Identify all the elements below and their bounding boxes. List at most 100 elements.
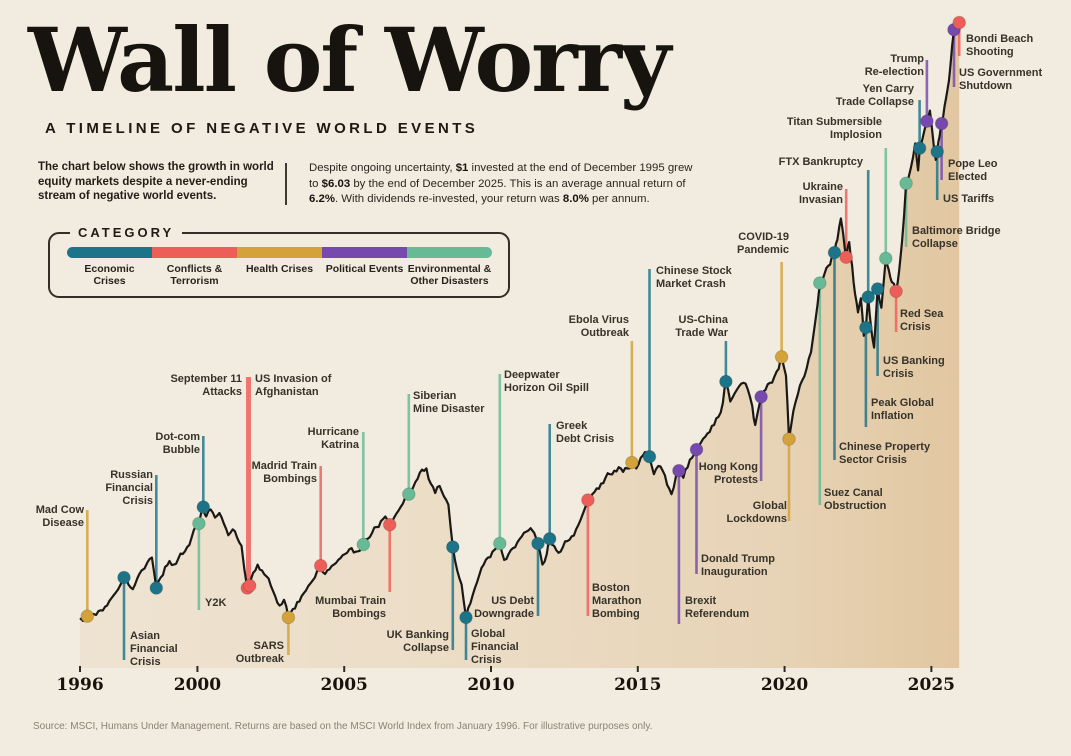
intro-right-segment: invested at the end of December 1995 gre… <box>309 162 693 190</box>
chinese-property-sector-crisis-dot <box>827 245 842 260</box>
axis-year-label-2005: 2005 <box>320 675 368 695</box>
us-banking-crisis-label: US Banking Crisis <box>883 355 945 380</box>
intro-right-segment: per annum. <box>588 193 650 205</box>
legend-swatch-health <box>237 247 322 258</box>
intro-right-segment: 8.0% <box>562 193 589 205</box>
covid-19-pandemic-dot <box>774 350 789 364</box>
intro-right-segment: $6.03 <box>321 177 351 190</box>
red-sea-crisis-label: Red Sea Crisis <box>900 308 944 333</box>
legend-labels: Economic Crises Conflicts & Terrorism Healt… <box>67 263 492 287</box>
us-china-trade-war-dot <box>719 374 733 389</box>
ebola-virus-outbreak-label: Ebola Virus Outbreak <box>568 314 629 339</box>
ebola-virus-outbreak-dot <box>625 455 639 470</box>
greek-debt-crisis-label: Greek Debt Crisis <box>556 420 615 445</box>
asian-financial-crisis-label: Asian Financial Crisis <box>130 630 178 668</box>
donald-trump-inauguration-label: Donald Trump Inauguration <box>701 553 775 578</box>
axis-year-label-2000: 2000 <box>173 675 222 695</box>
mumbai-train-bombings-dot <box>382 517 397 532</box>
page-subtitle: A TIMELINE OF NEGATIVE WORLD EVENTS <box>45 120 479 137</box>
yen-carry-trade-collapse-dot <box>912 141 927 155</box>
hurricane-katrina-label: Hurricane Katrina <box>307 426 359 451</box>
intro-right-segment: . With dividends re-invested, your retur… <box>334 193 563 205</box>
peak-global-inflation-label: Peak Global Inflation <box>871 397 934 422</box>
titan-submersible-implosion-dot <box>879 251 893 266</box>
legend-swatch-political <box>322 247 407 258</box>
ftx-bankruptcy-label: FTX Bankruptcy <box>778 156 863 168</box>
us-government-shutdown-label: US Government Shutdown <box>959 67 1043 92</box>
mad-cow-disease-label: Mad Cow Disease <box>35 504 84 529</box>
axis-year-label-2015: 2015 <box>614 675 662 695</box>
pope-leo-elected-dot <box>934 116 949 131</box>
uk-banking-collapse-label: UK Banking Collapse <box>386 629 449 654</box>
us-china-trade-war-label: US-China Trade War <box>675 314 728 339</box>
hong-kong-protests-dot <box>754 390 768 404</box>
hong-kong-protests-label: Hong Kong Protests <box>698 461 758 486</box>
peak-global-inflation-dot <box>859 320 873 335</box>
legend-color-bar <box>67 247 492 258</box>
asian-financial-crisis-dot <box>117 570 131 585</box>
mad-cow-disease-dot <box>80 609 95 624</box>
axis-year-label-2010: 2010 <box>467 675 515 695</box>
donald-trump-inauguration-dot <box>689 442 704 457</box>
source-note: Source: MSCI, Humans Under Management. R… <box>33 721 653 732</box>
boston-marathon-bombing-label: Boston Marathon Bombing <box>592 582 642 620</box>
brexit-referendum-label: Brexit Referendum <box>685 595 750 620</box>
page-title: Wall of Worry <box>28 8 671 112</box>
uk-banking-collapse-dot <box>446 540 460 554</box>
global-financial-crisis-label: Global Financial Crisis <box>471 628 519 666</box>
chinese-property-sector-crisis-label: Chinese Property Sector Crisis <box>839 441 931 466</box>
siberian-mine-disaster-dot <box>402 487 416 502</box>
intro-right-segment: by the end of December 2025. This is an … <box>350 177 686 190</box>
suez-canal-obstruction-label: Suez Canal Obstruction <box>824 487 887 512</box>
legend-swatch-environmental <box>407 247 492 258</box>
madrid-train-bombings-dot <box>313 558 328 573</box>
intro-right-text: Despite ongoing uncertainty, $1 invested… <box>309 161 701 208</box>
ftx-bankruptcy-dot <box>861 290 876 304</box>
axis-year-label-2025: 2025 <box>907 675 955 695</box>
legend-label-conflict: Conflicts & Terrorism <box>166 263 223 287</box>
september-11-attacks-label: September 11 Attacks <box>170 373 242 398</box>
legend-label-environmental: Environmental & Other Disasters <box>407 263 492 287</box>
us-tariffs-dot <box>930 144 945 159</box>
russian-financial-crisis-dot <box>149 581 164 595</box>
deepwater-horizon-oil-spill-dot <box>493 536 507 551</box>
us-invasion-of-afghanistan-dot <box>242 578 257 593</box>
ukraine-invasion-dot <box>839 250 854 265</box>
intro-right-segment: Despite ongoing uncertainty, <box>309 162 456 174</box>
suez-canal-obstruction-dot <box>813 276 827 290</box>
hurricane-katrina-dot <box>356 537 371 552</box>
trump-re-election-dot <box>920 114 934 128</box>
red-sea-crisis-dot <box>889 284 903 299</box>
legend-swatch-conflict <box>152 247 237 258</box>
us-invasion-of-afghanistan-label: US Invasion of Afghanistan <box>255 373 332 398</box>
legend-label-economic: Economic Crises <box>84 263 135 287</box>
yen-carry-trade-collapse-label: Yen Carry Trade Collapse <box>835 83 914 108</box>
y2k-label: Y2K <box>205 597 227 609</box>
siberian-mine-disaster-label: Siberian Mine Disaster <box>413 390 485 415</box>
deepwater-horizon-oil-spill-label: Deepwater Horizon Oil Spill <box>504 369 589 394</box>
y2k-dot <box>192 516 206 531</box>
russian-financial-crisis-label: Russian Financial Crisis <box>105 469 153 507</box>
global-lockdowns-label: Global Lockdowns <box>726 500 787 525</box>
mumbai-train-bombings-label: Mumbai Train Bombings <box>315 595 386 620</box>
intro-left-text: The chart below shows the growth in worl… <box>38 161 274 202</box>
chart-area-fill <box>80 19 960 668</box>
chinese-stock-market-crash-dot <box>642 449 657 464</box>
bondi-beach-shooting-label: Bondi Beach Shooting <box>966 33 1034 58</box>
axis-year-label-1996: 1996 <box>56 675 104 695</box>
titan-submersible-implosion-label: Titan Submersible Implosion <box>786 116 882 141</box>
bondi-beach-shooting-dot <box>952 15 967 30</box>
chinese-stock-market-crash-label: Chinese Stock Market Crash <box>656 265 732 290</box>
dot-com-bubble-label: Dot-com Bubble <box>155 431 200 456</box>
brexit-referendum-dot <box>672 463 686 478</box>
axis-year-label-2020: 2020 <box>760 675 809 695</box>
global-lockdowns-dot <box>782 432 796 446</box>
boston-marathon-bombing-dot <box>581 493 595 507</box>
global-financial-crisis-dot <box>459 610 473 625</box>
us-debt-downgrade-label: US Debt Downgrade <box>474 595 534 620</box>
baltimore-bridge-collapse-label: Baltimore Bridge Collapse <box>912 225 1001 250</box>
legend-label-health: Health Crises <box>245 263 314 275</box>
category-legend: CATEGORY Economic Crises Conflicts & Terro… <box>48 225 510 298</box>
